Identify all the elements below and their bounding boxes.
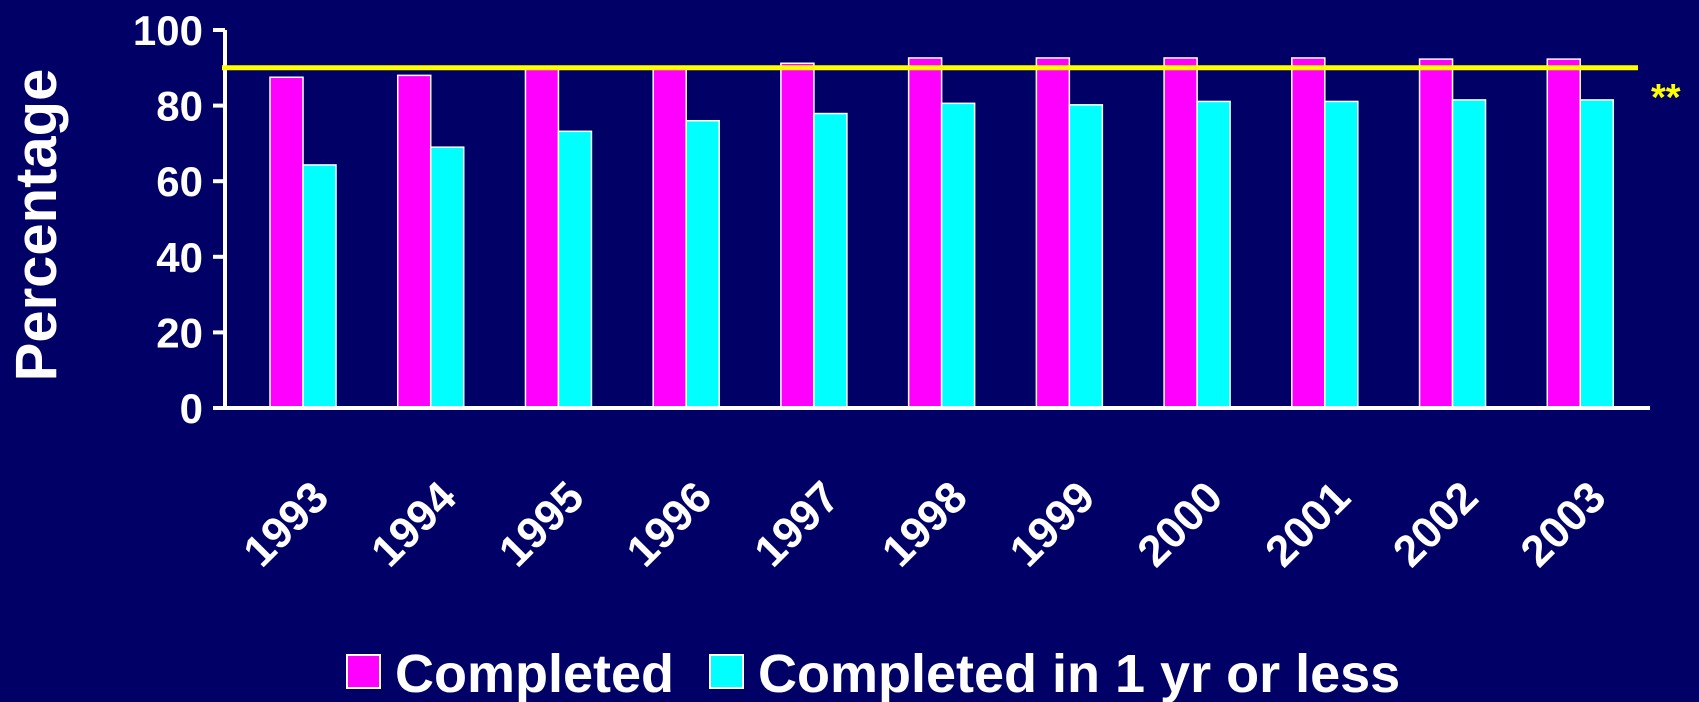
- legend-swatch-completed-1yr: [709, 654, 744, 689]
- y-tick-group: 0 20 40 60 80 100: [133, 7, 225, 432]
- bar-completed-1yr-1996: [685, 119, 720, 409]
- bar-completed-1yr-1993: [302, 164, 337, 409]
- bar-completed-2001: [1291, 57, 1326, 409]
- bar-completed-1995: [524, 67, 560, 409]
- x-tick-label: 2000: [1128, 472, 1232, 576]
- bar-completed-1999: [1035, 57, 1071, 409]
- bar-completed-1997: [780, 62, 815, 409]
- bar-completed-1yr-2001: [1324, 100, 1359, 409]
- legend-label-completed-1yr: Completed in 1 yr or less: [758, 644, 1400, 702]
- bar-completed-1994: [396, 74, 432, 409]
- bar-completed-1yr-1995: [557, 130, 593, 409]
- bar-completed-1yr-1997: [813, 112, 848, 409]
- bar-completed-1yr-1998: [940, 102, 976, 409]
- bar-completed-2002: [1418, 58, 1454, 409]
- bar-group: [269, 57, 1615, 409]
- x-tick-label-group: 1993 1994 1995 1996 1997 1998 1999 2000 2001 2002…: [234, 472, 1615, 576]
- bar-completed-1yr-1999: [1068, 104, 1104, 409]
- bar-completed-2000: [1163, 57, 1198, 409]
- legend-swatch-completed: [346, 654, 381, 689]
- x-tick-label: 1996: [617, 472, 721, 576]
- y-tick-label: 40: [156, 234, 203, 281]
- bar-completed-1yr-2000: [1196, 100, 1231, 409]
- y-tick-label: 60: [156, 158, 203, 205]
- x-tick-label: 1993: [234, 472, 338, 576]
- x-tick-label: 1994: [362, 472, 466, 576]
- y-axis-title: Percentage: [4, 69, 69, 382]
- bar-completed-1yr-2003: [1579, 99, 1615, 409]
- legend-label-completed: Completed: [395, 644, 674, 702]
- bar-completed-1993: [269, 76, 304, 409]
- y-tick-label: 80: [156, 83, 203, 130]
- bar-completed-1996: [652, 67, 687, 409]
- bar-completed-1yr-2002: [1451, 99, 1487, 409]
- legend: Completed Completed in 1 yr or less: [346, 644, 1400, 702]
- bar-completed-1yr-1994: [429, 146, 465, 409]
- y-tick-label: 20: [156, 309, 203, 356]
- x-tick-label: 1995: [490, 472, 594, 576]
- x-tick-label: 1999: [1001, 472, 1105, 576]
- x-tick-label: 1998: [873, 472, 977, 576]
- bar-completed-1998: [907, 57, 943, 409]
- x-tick-label: 2001: [1256, 472, 1360, 576]
- bar-completed-2003: [1546, 58, 1582, 409]
- y-tick-label: 0: [180, 385, 203, 432]
- x-tick-label: 1997: [745, 472, 849, 576]
- x-tick-label: 2002: [1384, 472, 1488, 576]
- x-tick-label: 2003: [1511, 472, 1615, 576]
- significance-annotation: **: [1651, 77, 1681, 119]
- y-tick-label: 100: [133, 7, 203, 54]
